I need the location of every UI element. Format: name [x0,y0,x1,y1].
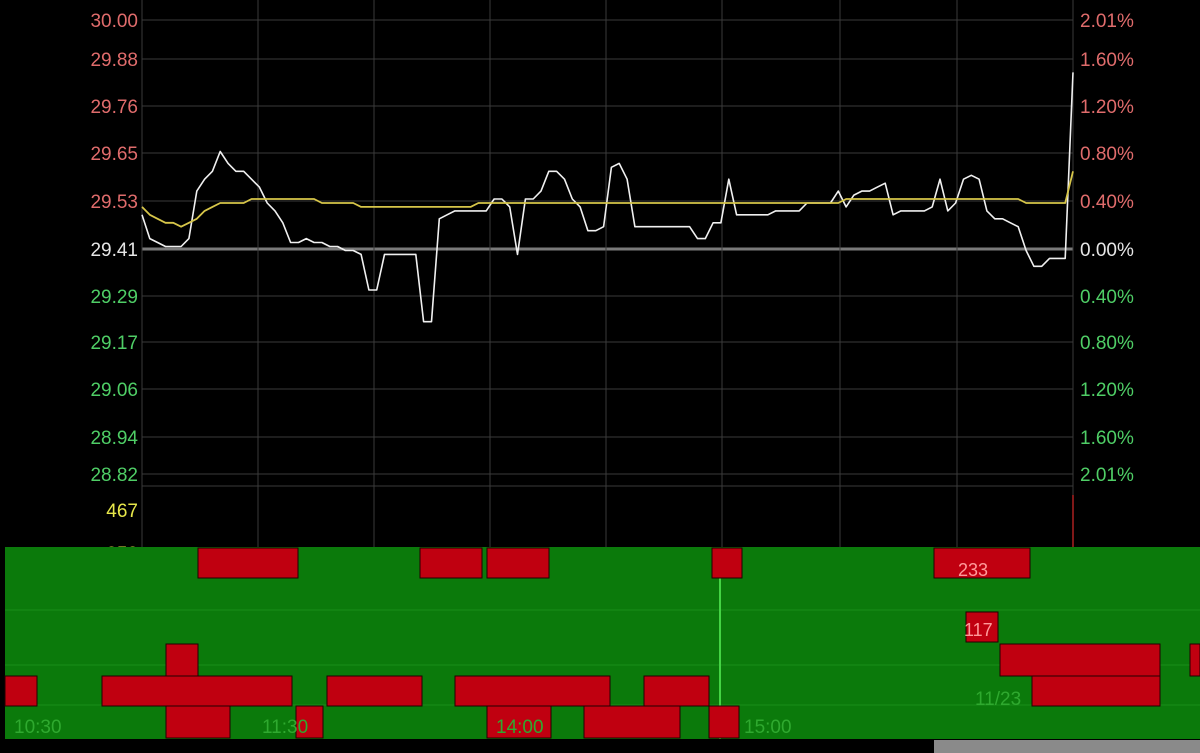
time-axis: 10:30 11:30 14:00 15:00 11/23 [14,689,1021,738]
price-tick-label: 29.41 [90,240,138,261]
percent-tick-label: 0.80% [1080,333,1134,354]
time-tick-label: 14:00 [496,717,544,738]
price-tick-label: 29.65 [90,144,138,165]
date-label: 11/23 [975,689,1021,710]
percent-tick-label: 1.20% [1080,97,1134,118]
volume-block [454,675,611,707]
volume-block [965,611,999,643]
volume-block [165,705,231,739]
volume-block [486,705,552,739]
volume-block [486,547,550,579]
volume-block [197,547,299,579]
price-line [141,72,1074,323]
volume-block [933,547,1031,579]
percent-tick-label: 2.01% [1080,465,1134,486]
price-axis: 30.00 29.88 29.76 29.65 29.53 29.41 29.29 29.17… [90,11,138,486]
volume-block [165,643,199,677]
price-tick-label: 29.29 [90,287,138,308]
volume-block [419,547,483,579]
volume-tick-label: 467 [106,501,138,522]
volume-block [708,705,740,739]
percent-tick-label: 0.40% [1080,287,1134,308]
scroll-bar [934,740,1200,753]
percent-tick-label: 0.00% [1080,240,1134,261]
percent-tick-label: 1.60% [1080,50,1134,71]
volume-panel: 467350233117 [4,495,1200,753]
average-price-line [141,171,1074,228]
price-tick-label: 29.06 [90,380,138,401]
volume-block [101,675,293,707]
percent-tick-label: 0.40% [1080,192,1134,213]
volume-block [295,705,324,739]
percent-tick-label: 1.20% [1080,380,1134,401]
volume-block [4,675,38,707]
volume-block [583,705,681,739]
volume-level-marker: 233 [958,560,988,580]
volume-level-marker: 117 [964,620,993,640]
percent-axis: 2.01% 1.60% 1.20% 0.80% 0.40% 0.00% 0.40% 0.80%… [1080,11,1134,486]
price-tick-label: 29.88 [90,50,138,71]
time-tick-label: 10:30 [14,717,62,738]
volume-block [999,643,1161,677]
percent-tick-label: 2.01% [1080,11,1134,32]
price-tick-label: 29.76 [90,97,138,118]
price-tick-label: 28.82 [90,465,138,486]
percent-tick-label: 0.80% [1080,144,1134,165]
series [141,72,1074,323]
time-tick-label: 11:30 [262,717,308,738]
volume-block [1031,675,1161,707]
price-tick-label: 30.00 [90,11,138,32]
price-tick-label: 29.17 [90,333,138,354]
volume-block [326,675,423,707]
percent-tick-label: 1.60% [1080,428,1134,449]
price-tick-label: 29.53 [90,192,138,213]
volume-block [711,547,743,579]
time-tick-label: 15:00 [744,717,792,738]
price-tick-label: 28.94 [90,428,138,449]
volume-block [643,675,710,707]
volume-block [1189,643,1200,677]
grid [141,0,1074,548]
